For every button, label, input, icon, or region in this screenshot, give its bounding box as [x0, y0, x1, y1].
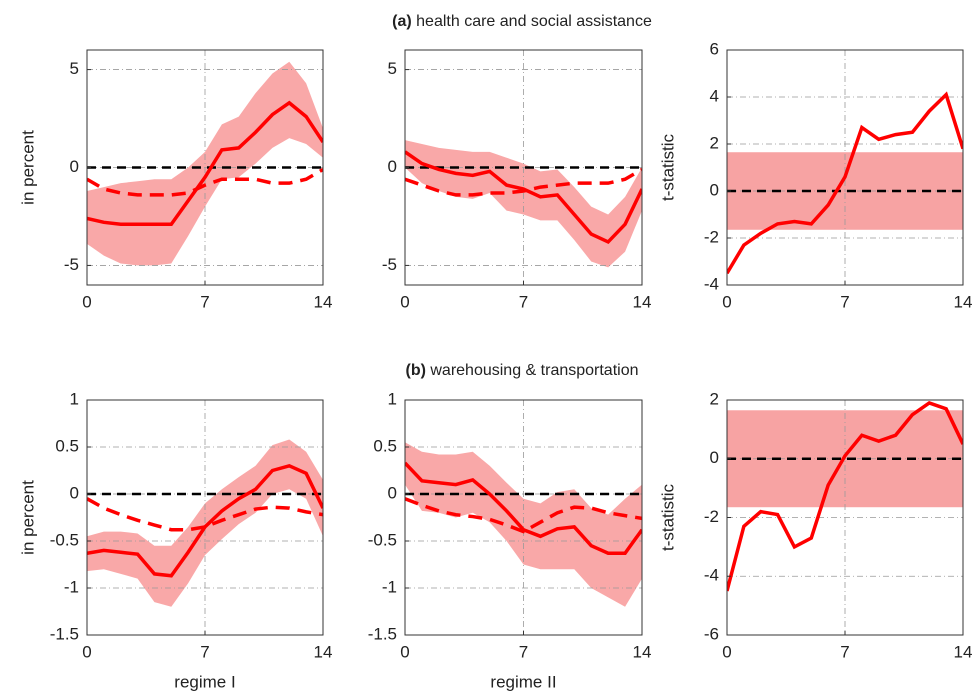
x-tick-label: 14: [633, 642, 652, 661]
y-axis-label: in percent: [18, 130, 37, 205]
y-axis-label: t-statistic: [658, 483, 677, 551]
y-tick-label: 0: [388, 483, 397, 502]
section-title: (b) warehousing & transportation: [405, 362, 638, 379]
x-tick-label: 0: [400, 292, 409, 311]
y-tick-label: -0.5: [50, 530, 79, 549]
x-tick-label: 7: [200, 292, 209, 311]
line-series: [405, 497, 642, 534]
y-tick-label: 1: [388, 389, 397, 408]
confidence-band: [405, 140, 642, 268]
y-axis-label: t-statistic: [658, 133, 677, 201]
x-tick-label: 14: [954, 292, 973, 311]
y-tick-label: -0.5: [368, 530, 397, 549]
y-tick-label: -5: [64, 255, 79, 274]
x-tick-label: 0: [722, 642, 731, 661]
y-tick-label: 2: [710, 133, 719, 152]
y-tick-label: 0: [70, 483, 79, 502]
x-tick-label: 14: [314, 292, 333, 311]
y-tick-label: 0: [388, 157, 397, 176]
x-axis-label: regime II: [490, 672, 556, 691]
y-tick-label: 0: [70, 157, 79, 176]
y-tick-label: -1.5: [368, 624, 397, 643]
section-text: warehousing & transportation: [429, 362, 638, 379]
line-series: [727, 400, 963, 592]
y-tick-label: -2: [704, 507, 719, 526]
x-tick-label: 7: [840, 642, 849, 661]
y-tick-label: 0: [710, 180, 719, 199]
plot-area: [405, 400, 642, 635]
x-tick-label: 0: [722, 292, 731, 311]
y-tick-label: -4: [704, 566, 719, 585]
y-tick-label: 6: [710, 39, 719, 58]
y-tick-label: -1: [64, 577, 79, 596]
y-tick-label: 5: [70, 59, 79, 78]
plot-area: [727, 400, 963, 635]
plot-area: [727, 50, 963, 285]
line-series: [405, 167, 642, 197]
plot-area: [405, 50, 642, 285]
y-tick-label: -5: [382, 255, 397, 274]
y-tick-label: -4: [704, 274, 719, 293]
section-label: (b): [405, 362, 425, 379]
x-tick-label: 7: [840, 292, 849, 311]
y-tick-label: -2: [704, 227, 719, 246]
y-tick-label: 1: [70, 389, 79, 408]
x-tick-label: 14: [954, 642, 973, 661]
y-tick-label: 5: [388, 59, 397, 78]
x-tick-label: 7: [200, 642, 209, 661]
line-series: [87, 497, 323, 532]
y-tick-label: 0.5: [55, 436, 79, 455]
plot-area: [87, 50, 323, 285]
y-tick-label: 0: [710, 448, 719, 467]
y-tick-label: -1: [382, 577, 397, 596]
section-label: (a): [392, 13, 412, 30]
section-text: health care and social assistance: [416, 13, 652, 30]
line-series: [87, 167, 323, 197]
y-tick-label: 4: [710, 86, 719, 105]
plot-area: [87, 400, 323, 635]
x-tick-label: 0: [82, 642, 91, 661]
line-series: [405, 150, 642, 245]
line-series: [405, 461, 642, 555]
line-series: [87, 100, 323, 227]
section-title: (a) health care and social assistance: [392, 13, 652, 30]
line-series: [87, 463, 323, 578]
y-tick-label: 2: [710, 389, 719, 408]
x-axis-label: regime I: [174, 672, 235, 691]
y-tick-label: 0.5: [373, 436, 397, 455]
y-tick-label: -1.5: [50, 624, 79, 643]
y-tick-label: -6: [704, 624, 719, 643]
line-series: [727, 91, 963, 275]
x-tick-label: 0: [82, 292, 91, 311]
x-tick-label: 7: [519, 642, 528, 661]
x-tick-label: 14: [633, 292, 652, 311]
x-tick-label: 14: [314, 642, 333, 661]
x-tick-label: 7: [519, 292, 528, 311]
y-axis-label: in percent: [18, 480, 37, 555]
x-tick-label: 0: [400, 642, 409, 661]
